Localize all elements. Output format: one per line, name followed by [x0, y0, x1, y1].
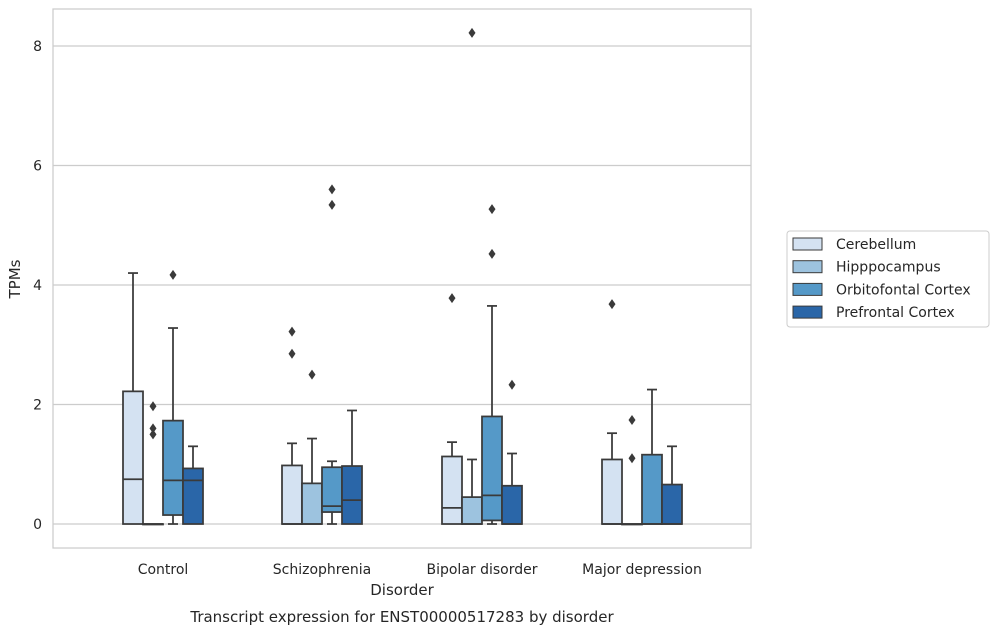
box-3-3: [661, 445, 683, 525]
chart-title: Transcript expression for ENST0000051728…: [189, 608, 614, 626]
legend-swatch: [792, 282, 823, 296]
outlier-point: [169, 269, 177, 280]
legend: Cerebellum Hipppocampus Orbitofontal Corte…: [786, 230, 990, 328]
box-iqr: [122, 390, 144, 525]
outlier-point: [608, 299, 616, 310]
box-0-2: [441, 293, 463, 525]
legend-frame: [786, 230, 990, 328]
outlier-point: [288, 348, 296, 359]
outlier-point: [149, 423, 157, 434]
box-3-0: [182, 445, 204, 525]
outlier-point: [288, 326, 296, 337]
box-2-0: [162, 269, 184, 525]
y-tick-label: 2: [33, 398, 42, 414]
box-0-3: [601, 299, 623, 525]
box-iqr: [341, 465, 363, 525]
box-iqr: [481, 415, 503, 522]
y-tick-label: 8: [33, 39, 42, 55]
outlier-point: [488, 204, 496, 215]
x-axis-title: Disorder: [370, 581, 434, 599]
box-2-2: [481, 204, 503, 525]
outlier-point: [508, 379, 516, 390]
outlier-point: [488, 248, 496, 259]
y-tick-label: 6: [33, 159, 42, 175]
legend-label: Hipppocampus: [836, 260, 941, 276]
x-tick-labels: Control Schizophrenia Bipolar disorder Majo…: [138, 562, 702, 578]
outlier-point: [468, 27, 476, 38]
outlier-point: [149, 429, 157, 440]
outlier-point: [308, 369, 316, 380]
box-iqr: [501, 484, 523, 525]
box-iqr: [641, 453, 663, 525]
box-iqr: [661, 483, 683, 525]
outlier-point: [328, 184, 336, 195]
box-2-3: [641, 388, 663, 525]
gridlines: [53, 45, 751, 525]
legend-label: Prefrontal Cortex: [836, 305, 955, 321]
box-1-1: [301, 369, 323, 525]
outlier-point: [149, 401, 157, 412]
y-tick-label: 0: [33, 517, 42, 533]
legend-label: Orbitofontal Cortex: [836, 282, 971, 298]
box-iqr: [301, 482, 323, 525]
box-1-3: [621, 415, 643, 526]
legend-swatch: [792, 305, 823, 319]
box-iqr: [281, 464, 303, 525]
box-iqr: [182, 467, 204, 525]
outlier-point: [628, 415, 636, 426]
x-tick-label: Bipolar disorder: [426, 562, 537, 578]
x-tick-label: Major depression: [582, 562, 702, 578]
outlier-point: [448, 293, 456, 304]
box-iqr: [461, 496, 483, 525]
box-3-1: [341, 409, 363, 525]
x-tick-label: Control: [138, 562, 189, 578]
box-layer: [122, 27, 683, 526]
x-tick-label: Schizophrenia: [273, 562, 371, 578]
box-iqr: [162, 419, 184, 516]
box-0-1: [281, 326, 303, 525]
box-2-1: [321, 184, 343, 525]
plot-frame: [52, 8, 752, 549]
legend-swatch: [792, 260, 823, 274]
outlier-point: [628, 453, 636, 464]
legend-label: Cerebellum: [836, 237, 916, 253]
box-1-0: [142, 401, 164, 526]
y-tick-label: 4: [33, 278, 42, 294]
y-tick-labels: 0 2 4 6 8: [33, 39, 42, 533]
y-axis-title: TPMs: [6, 259, 24, 299]
box-3-2: [501, 379, 523, 525]
box-1-2: [461, 27, 483, 525]
box-0-0: [122, 272, 144, 525]
legend-swatch: [792, 237, 823, 251]
box-iqr: [601, 458, 623, 525]
box-iqr: [441, 455, 463, 525]
outlier-point: [328, 199, 336, 210]
